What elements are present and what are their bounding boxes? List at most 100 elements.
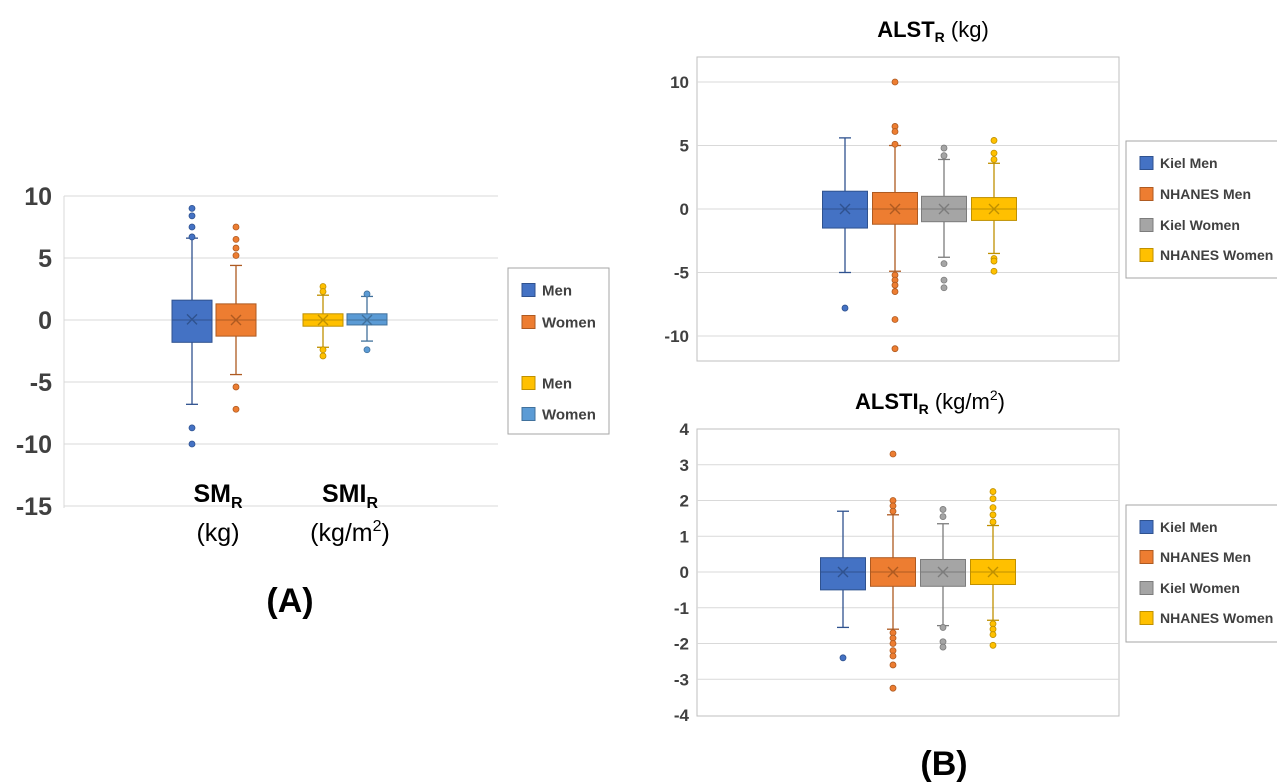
b2-legend-label: NHANES Men <box>1160 549 1251 565</box>
b1-series-1-outlier <box>891 316 899 323</box>
b2-series-1-mean-marker <box>887 566 899 578</box>
b2-series-0-mean-marker <box>837 566 849 578</box>
a-series-0-outlier <box>188 440 196 448</box>
b2-chart-title: ALSTIR (kg/m2) <box>855 387 1005 417</box>
a-y-tick-label: 5 <box>38 245 52 273</box>
a-series-1-outlier <box>232 244 240 252</box>
a-series-1-outlier <box>232 383 240 391</box>
b2-series-2-mean-marker <box>937 566 949 578</box>
a-series-1-outlier <box>232 235 240 243</box>
b2-series-0-outlier <box>839 654 847 662</box>
b1-series-3-outlier <box>990 156 998 163</box>
b1-series-1-outlier <box>891 78 899 86</box>
b1-series-1-mean-marker <box>889 203 901 215</box>
b1-legend-label: Kiel Men <box>1160 155 1218 171</box>
b2-series-3-outlier <box>989 641 997 649</box>
a-legend-label: Men <box>542 375 572 392</box>
b2-series-1-outlier <box>889 450 897 458</box>
b1-series-0-mean-marker <box>839 203 851 215</box>
a-y-tick-label: -15 <box>16 493 52 521</box>
b1-series-2-outlier <box>940 284 948 292</box>
b1-series-3-outlier <box>990 149 998 157</box>
b2-series-2-outlier <box>939 643 947 651</box>
b2-y-tick-label: 2 <box>680 492 689 511</box>
b2-y-tick-label: 1 <box>680 527 689 546</box>
b1-y-tick-label: 5 <box>680 137 689 156</box>
a-series-0-mean-marker <box>186 313 198 325</box>
a-legend-label: Women <box>542 314 596 331</box>
b2-legend-label: Kiel Men <box>1160 519 1218 535</box>
b1-y-tick-label: 0 <box>680 200 689 219</box>
a-legend-swatch <box>521 407 536 421</box>
a-series-1-outlier <box>232 405 240 413</box>
b2-series-0-box <box>820 557 866 591</box>
b1-series-2-outlier <box>940 276 948 284</box>
b1-series-1-outlier <box>891 345 899 353</box>
b2-series-2-outlier <box>939 624 947 631</box>
a-series-0-outlier <box>188 204 196 212</box>
a-legend-label: Women <box>542 406 596 423</box>
b2-legend-swatch <box>1139 550 1154 564</box>
a-legend-swatch <box>521 376 536 390</box>
b1-series-3-mean-marker <box>988 203 1000 215</box>
b1-y-tick-label: -10 <box>664 327 689 346</box>
b2-y-tick-label: -1 <box>674 599 689 618</box>
a-legend-swatch <box>521 283 536 297</box>
a-series-0-outlier <box>188 223 196 231</box>
a-series-0-outlier <box>188 233 196 241</box>
b1-series-0-outlier <box>841 304 849 312</box>
b1-series-1-outlier <box>891 140 899 148</box>
b1-series-2-outlier <box>940 152 948 160</box>
b1-series-2-outlier <box>940 144 948 152</box>
a-series-0-outlier <box>188 424 196 432</box>
a-y-tick-label: 10 <box>24 183 52 211</box>
b2-series-1-outlier <box>889 640 897 647</box>
b2-series-1-outlier <box>889 507 897 515</box>
a-y-tick-label: -5 <box>30 369 52 397</box>
a-series-2-outlier <box>319 288 327 295</box>
a-group-unit: (kg/m2) <box>310 518 390 547</box>
b1-series-3-outlier <box>990 137 998 144</box>
b1-series-2-outlier <box>940 260 948 268</box>
b2-series-2-outlier <box>939 506 947 513</box>
a-series-1-outlier <box>232 223 240 231</box>
chart-b-alst: 10 5 0 -5 -10 ALSTR (kg) Kiel Men NHANES Men Kie… <box>664 17 1277 362</box>
b2-y-tick-label: 0 <box>680 563 689 582</box>
b2-legend-swatch <box>1139 611 1154 625</box>
panel-label-b: (B) <box>920 745 967 782</box>
b2-y-tick-label: -4 <box>674 706 690 725</box>
b2-series-3-mean-marker <box>987 566 999 578</box>
b2-legend-swatch <box>1139 520 1154 534</box>
b1-legend-swatch <box>1139 248 1154 262</box>
b2-series-3-outlier <box>989 631 997 638</box>
b1-series-3-outlier <box>990 257 998 265</box>
b1-legend-label: Kiel Women <box>1160 217 1240 233</box>
b1-legend-label: NHANES Men <box>1160 186 1251 202</box>
b2-series-3-outlier <box>989 504 997 512</box>
b1-chart-title: ALSTR (kg) <box>877 17 989 45</box>
b2-series-3-outlier <box>989 488 997 495</box>
b2-series-3-outlier <box>989 511 997 519</box>
a-series-1-mean-marker <box>230 314 242 326</box>
a-group-label: SMR <box>193 480 243 512</box>
a-legend-swatch <box>521 315 536 329</box>
a-series-3-mean-marker <box>361 314 373 326</box>
b2-series-3-outlier <box>989 495 997 503</box>
chart-a: 10 5 0 -5 -10 -15 SMR (kg) SMIR (kg/m2) Men Women Me… <box>16 183 610 547</box>
b1-legend-swatch <box>1139 156 1154 170</box>
b2-series-1-outlier <box>889 661 897 669</box>
b1-y-tick-label: -5 <box>674 264 689 283</box>
a-series-0-outlier <box>188 212 196 220</box>
b2-series-2-outlier <box>939 513 947 520</box>
b2-series-1-outlier <box>889 652 897 660</box>
a-series-3-outlier <box>363 290 371 298</box>
b2-y-tick-label: 3 <box>680 456 689 475</box>
b2-y-tick-label: 4 <box>680 420 690 439</box>
a-y-tick-label: -10 <box>16 431 52 459</box>
a-series-2-mean-marker <box>317 314 329 326</box>
a-group-label: SMIR <box>322 480 378 512</box>
b2-series-1-outlier <box>889 684 897 692</box>
a-series-3-outlier <box>363 346 371 354</box>
b1-y-tick-label: 10 <box>670 73 689 92</box>
